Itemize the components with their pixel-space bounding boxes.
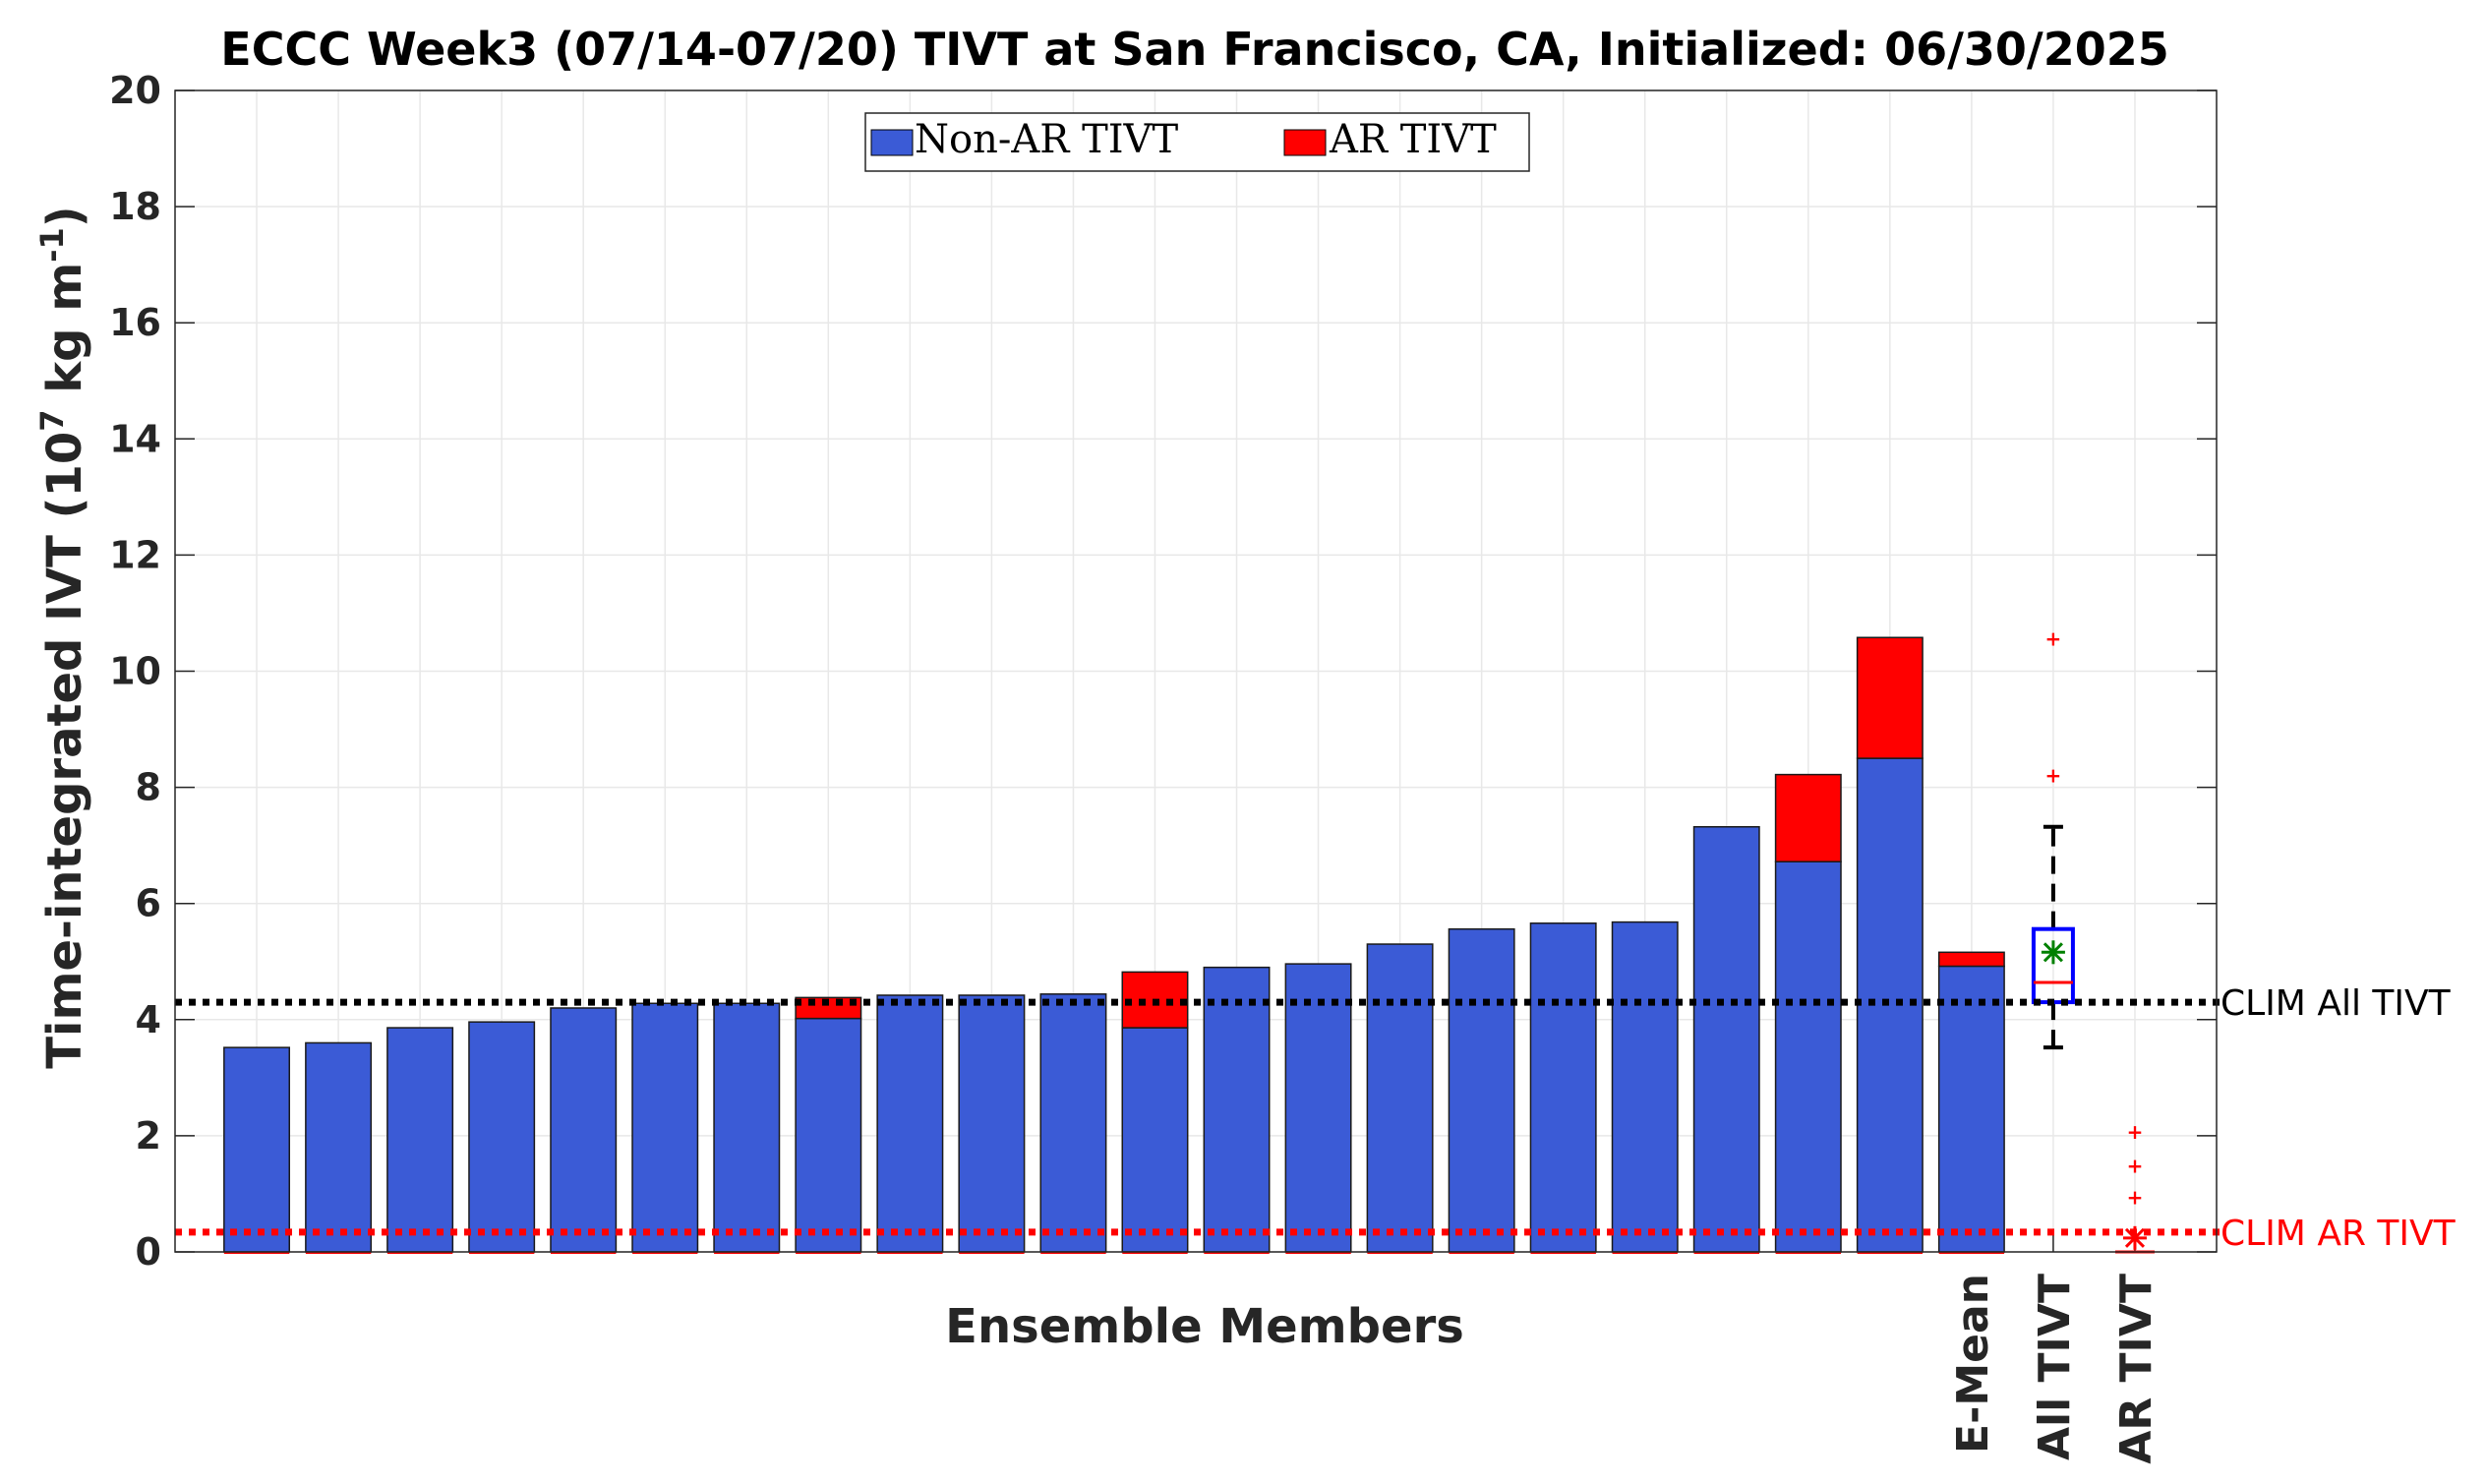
x-category-label: E-Mean bbox=[1948, 1274, 1998, 1454]
bar-ar bbox=[1774, 773, 1842, 862]
y-tick-label: 2 bbox=[136, 1114, 161, 1158]
bar-non-ar bbox=[1284, 963, 1352, 1253]
x-axis-label: Ensemble Members bbox=[945, 1299, 1464, 1354]
y-tick-label: 16 bbox=[109, 301, 161, 344]
legend-swatch-ar bbox=[1283, 129, 1327, 156]
legend-label-non-ar: Non-AR TIVT bbox=[915, 117, 1178, 162]
bar-non-ar bbox=[631, 1002, 699, 1253]
bar-non-ar bbox=[468, 1021, 536, 1253]
y-tick-label: 12 bbox=[109, 533, 161, 576]
boxplot-layer: + + + + + bbox=[2031, 626, 2155, 1254]
bar-non-ar bbox=[1121, 1027, 1189, 1253]
x-category-label: All TIVT bbox=[2030, 1274, 2080, 1460]
bar-non-ar bbox=[305, 1041, 373, 1253]
y-axis-label-main: Time-integrated IVT (10 bbox=[37, 432, 92, 1069]
mean-stroke bbox=[2043, 942, 2063, 963]
y-tick-label: 0 bbox=[136, 1230, 161, 1274]
y-axis-label-exponent: 7 bbox=[33, 409, 71, 431]
boxplot-outlier: + bbox=[2045, 764, 2062, 788]
legend-box bbox=[864, 112, 1530, 172]
mean-stroke bbox=[2124, 1227, 2146, 1248]
boxplot-outlier: + bbox=[2127, 1185, 2144, 1209]
y-axis-label: Time-integrated IVT (107 kg m-1) bbox=[33, 206, 92, 1068]
y-tick-label: 10 bbox=[109, 650, 161, 693]
bar-non-ar bbox=[550, 1007, 618, 1253]
y-tick-labels: 0 2 4 6 8 10 12 14 16 18 20 bbox=[109, 69, 161, 1274]
boxplot-mean-marker bbox=[2041, 940, 2065, 965]
bar-non-ar bbox=[1203, 966, 1271, 1253]
bars-layer bbox=[223, 636, 2005, 1254]
legend: Non-AR TIVT AR TIVT bbox=[864, 112, 1530, 172]
boxplot-outlier: + bbox=[2127, 1120, 2144, 1144]
legend-swatch-non-ar bbox=[870, 129, 914, 156]
y-tick-label: 20 bbox=[109, 69, 161, 112]
y-axis-label-unit-exponent: -1 bbox=[33, 227, 71, 263]
y-tick-label: 18 bbox=[109, 185, 161, 228]
boxplot-ar-tivt: + + + bbox=[2114, 1120, 2155, 1254]
bar-non-ar bbox=[1774, 861, 1842, 1253]
bar-ar bbox=[1937, 951, 2005, 968]
x-category-label: AR TIVT bbox=[2111, 1274, 2161, 1464]
bar-non-ar bbox=[1611, 920, 1679, 1253]
bar-non-ar bbox=[876, 994, 944, 1253]
reference-line-label: CLIM All TIVT bbox=[2221, 983, 2452, 1024]
y-tick-label: 6 bbox=[136, 882, 161, 925]
chart-title: ECCC Week3 (07/14-07/20) TIVT at San Fra… bbox=[220, 23, 2168, 76]
bar-non-ar bbox=[1039, 993, 1107, 1253]
bar-non-ar bbox=[795, 1017, 862, 1253]
plot-frame bbox=[174, 89, 2218, 1253]
bar-non-ar bbox=[386, 1027, 454, 1253]
y-tick-label: 8 bbox=[136, 766, 161, 809]
bar-non-ar bbox=[1692, 826, 1760, 1253]
bar-non-ar bbox=[1448, 927, 1515, 1253]
bar-non-ar bbox=[958, 994, 1026, 1253]
y-tick-label: 14 bbox=[109, 417, 161, 460]
legend-label-ar: AR TIVT bbox=[1329, 117, 1497, 162]
bar-non-ar bbox=[1529, 922, 1597, 1253]
boxplot-outlier: + bbox=[2127, 1154, 2144, 1177]
boxplot-outlier: + bbox=[2045, 626, 2062, 650]
bar-ar bbox=[1856, 636, 1924, 759]
y-axis-label-close: ) bbox=[37, 206, 92, 227]
bar-non-ar bbox=[1366, 943, 1434, 1253]
reference-line-label: CLIM AR TIVT bbox=[2221, 1214, 2457, 1254]
bar-non-ar bbox=[1937, 965, 2005, 1253]
y-tick-label: 4 bbox=[136, 998, 161, 1041]
x-category-labels: E-Mean All TIVT AR TIVT bbox=[1948, 1274, 2161, 1464]
bar-non-ar bbox=[713, 1002, 781, 1253]
reference-lines-layer: CLIM All TIVT CLIM AR TIVT bbox=[175, 983, 2457, 1254]
bar-non-ar bbox=[223, 1046, 291, 1253]
y-axis-label-unit: kg m bbox=[37, 263, 92, 393]
